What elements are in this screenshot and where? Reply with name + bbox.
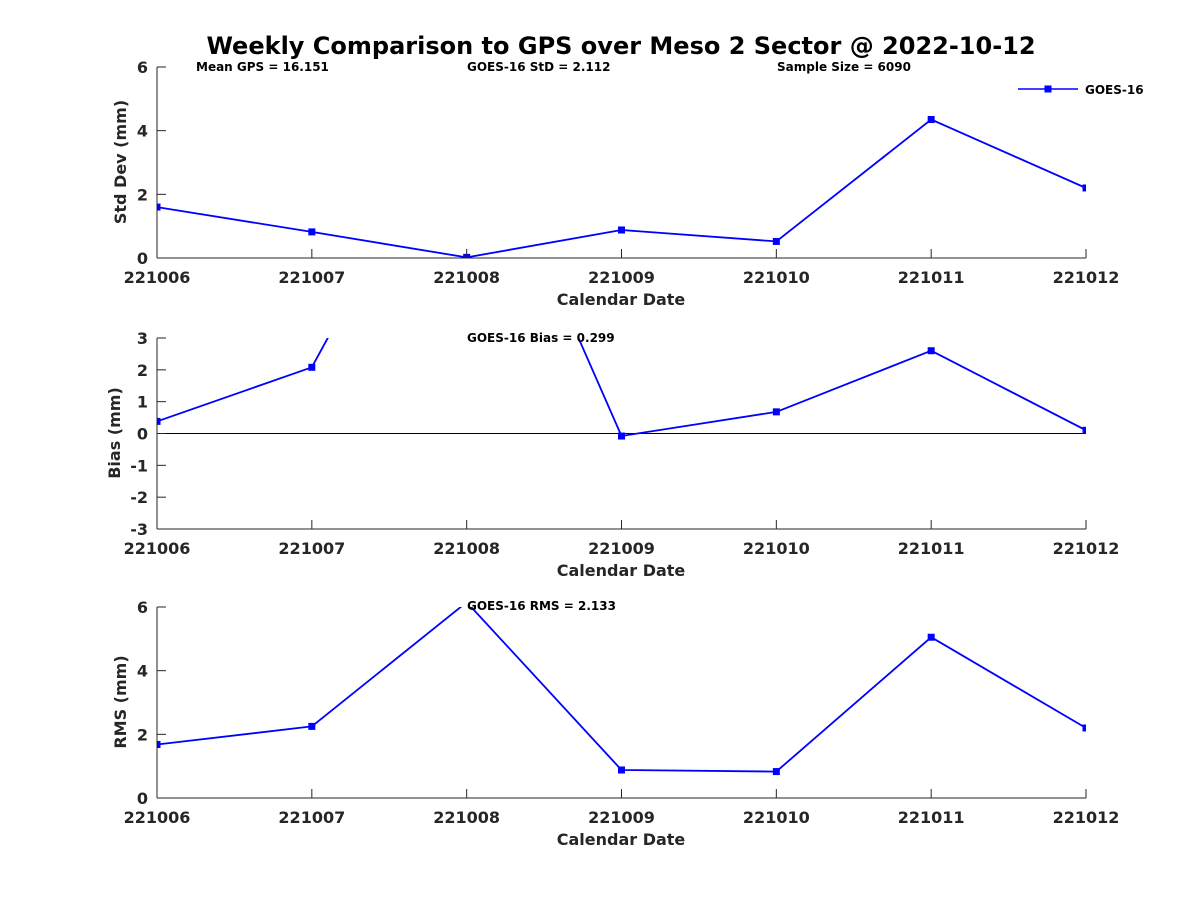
x-tick-label: 221010 [743, 268, 810, 287]
y-tick-label: 4 [137, 662, 148, 681]
legend: GOES-16 [1018, 83, 1144, 97]
series-line [157, 607, 1086, 773]
y-tick-label: 2 [137, 725, 148, 744]
panel-1-ylabel: Std Dev (mm) [111, 100, 130, 224]
data-point [308, 722, 316, 730]
x-tick-label: 221009 [588, 268, 655, 287]
y-tick-label: 0 [137, 425, 148, 444]
annotation-goes16-std: GOES-16 StD = 2.112 [467, 60, 610, 74]
x-tick-label: 221011 [898, 539, 965, 558]
y-tick-label: 1 [137, 393, 148, 412]
data-point [618, 766, 625, 774]
data-point [308, 363, 316, 371]
panel-2-series [157, 338, 1086, 440]
data-point [1082, 426, 1086, 434]
panel-1-series [157, 116, 1086, 258]
data-point [157, 203, 161, 211]
y-tick-label: -1 [130, 456, 148, 475]
x-tick-label: 221009 [588, 539, 655, 558]
data-point [157, 417, 161, 425]
panel-std-dev: 221006 221007 221008 221009 221010 221011 2210… [111, 58, 1144, 309]
chart-title: Weekly Comparison to GPS over Meso 2 Sec… [206, 32, 1035, 60]
y-tick-label: 0 [137, 789, 148, 808]
x-tick-label: 221008 [433, 539, 500, 558]
x-tick-label: 221012 [1053, 268, 1120, 287]
data-point [618, 226, 625, 234]
annotation-goes16-rms: GOES-16 RMS = 2.133 [467, 599, 616, 613]
data-point [772, 768, 780, 776]
x-tick-label: 221006 [124, 268, 191, 287]
x-tick-label: 221007 [278, 808, 345, 827]
x-tick-label: 221012 [1053, 539, 1120, 558]
x-tick-label: 221008 [433, 268, 500, 287]
x-tick-label: 221006 [124, 539, 191, 558]
panel-3-xlabel: Calendar Date [557, 830, 686, 849]
panel-2-ticks: 221006 221007 221008 221009 221010 221011 2210… [124, 329, 1120, 558]
y-tick-label: 4 [137, 122, 148, 141]
data-point [1082, 184, 1086, 192]
x-tick-label: 221011 [898, 808, 965, 827]
x-tick-label: 221007 [278, 268, 345, 287]
data-point [772, 237, 780, 245]
y-tick-label: 6 [137, 58, 148, 77]
annotation-mean-gps: Mean GPS = 16.151 [196, 60, 329, 74]
data-point [1082, 724, 1086, 732]
panel-3-ticks: 221006 221007 221008 221009 221010 221011 2210… [124, 598, 1120, 827]
y-tick-label: 0 [137, 249, 148, 268]
annotation-sample-size: Sample Size = 6090 [777, 60, 911, 74]
data-point [157, 741, 161, 749]
data-point [927, 347, 935, 355]
panel-bias: 221006 221007 221008 221009 221010 221011 2210… [105, 329, 1120, 580]
data-point [927, 633, 935, 641]
y-tick-label: 6 [137, 598, 148, 617]
y-tick-label: 3 [137, 329, 148, 348]
x-tick-label: 221010 [743, 808, 810, 827]
legend-label: GOES-16 [1085, 83, 1144, 97]
x-tick-label: 221006 [124, 808, 191, 827]
y-tick-label: -3 [130, 520, 148, 539]
x-tick-label: 221009 [588, 808, 655, 827]
series-line [157, 118, 1086, 258]
data-point [927, 116, 935, 124]
panel-1-ticks: 221006 221007 221008 221009 221010 221011 2210… [124, 58, 1120, 287]
y-tick-label: 2 [137, 185, 148, 204]
series-line [157, 338, 1086, 437]
x-tick-label: 221008 [433, 808, 500, 827]
panel-rms: 221006 221007 221008 221009 221010 221011 2210… [111, 598, 1119, 849]
panel-2-xlabel: Calendar Date [557, 561, 686, 580]
x-tick-label: 221012 [1053, 808, 1120, 827]
panel-3-ylabel: RMS (mm) [111, 655, 130, 748]
panel-3-series [157, 607, 1086, 776]
panel-1-xlabel: Calendar Date [557, 290, 686, 309]
x-tick-label: 221007 [278, 539, 345, 558]
annotation-goes16-bias: GOES-16 Bias = 0.299 [467, 331, 615, 345]
x-tick-label: 221011 [898, 268, 965, 287]
y-tick-label: -2 [130, 488, 148, 507]
legend-marker [1044, 85, 1052, 93]
panel-2-ylabel: Bias (mm) [105, 387, 124, 479]
data-point [772, 408, 780, 416]
y-tick-label: 2 [137, 361, 148, 380]
data-point [308, 228, 316, 236]
data-point [618, 432, 625, 440]
x-tick-label: 221010 [743, 539, 810, 558]
